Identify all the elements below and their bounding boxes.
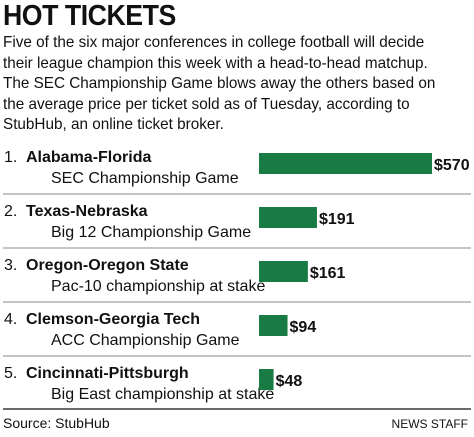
matchup-label: Cincinnati-Pittsburgh	[26, 365, 189, 382]
value-label: $48	[276, 373, 303, 390]
intro-line: the average price per ticket sold as of …	[3, 95, 410, 113]
description-label: Big 12 Championship Game	[51, 224, 251, 241]
intro-line: Five of the six major conferences in col…	[3, 34, 425, 51]
page-title: HOT TICKETS	[3, 0, 176, 32]
value-label: $94	[290, 319, 317, 336]
rank-label: 3.	[4, 257, 17, 274]
value-label: $570	[434, 157, 470, 174]
description-label: Pac-10 championship at stake	[51, 278, 265, 295]
matchup-label: Alabama-Florida	[26, 149, 151, 166]
value-label: $161	[310, 265, 346, 282]
matchup-label: Texas-Nebraska	[26, 203, 148, 220]
matchup-label: Clemson-Georgia Tech	[26, 311, 200, 328]
staff-credit: NEWS STAFF	[391, 417, 468, 431]
bar	[259, 153, 432, 174]
rank-label: 2.	[4, 203, 17, 220]
bar	[259, 261, 308, 282]
bar	[259, 369, 274, 390]
intro-line: StubHub, an online ticket broker.	[3, 116, 224, 133]
description-label: SEC Championship Game	[51, 170, 239, 187]
intro-line: their league champion this week with a h…	[3, 54, 428, 72]
bar	[259, 207, 317, 228]
description-label: ACC Championship Game	[51, 332, 240, 349]
rank-label: 1.	[4, 149, 17, 166]
bar	[259, 315, 288, 336]
description-label: Big East championship at stake	[51, 386, 274, 403]
rank-label: 5.	[4, 365, 17, 382]
rank-label: 4.	[4, 311, 17, 328]
matchup-label: Oregon-Oregon State	[26, 257, 189, 274]
intro-text: Five of the six major conferences in col…	[3, 33, 474, 136]
intro-line: The SEC Championship Game blows away the…	[3, 75, 436, 92]
value-label: $191	[319, 211, 355, 228]
source-note: Source: StubHub	[3, 415, 110, 431]
